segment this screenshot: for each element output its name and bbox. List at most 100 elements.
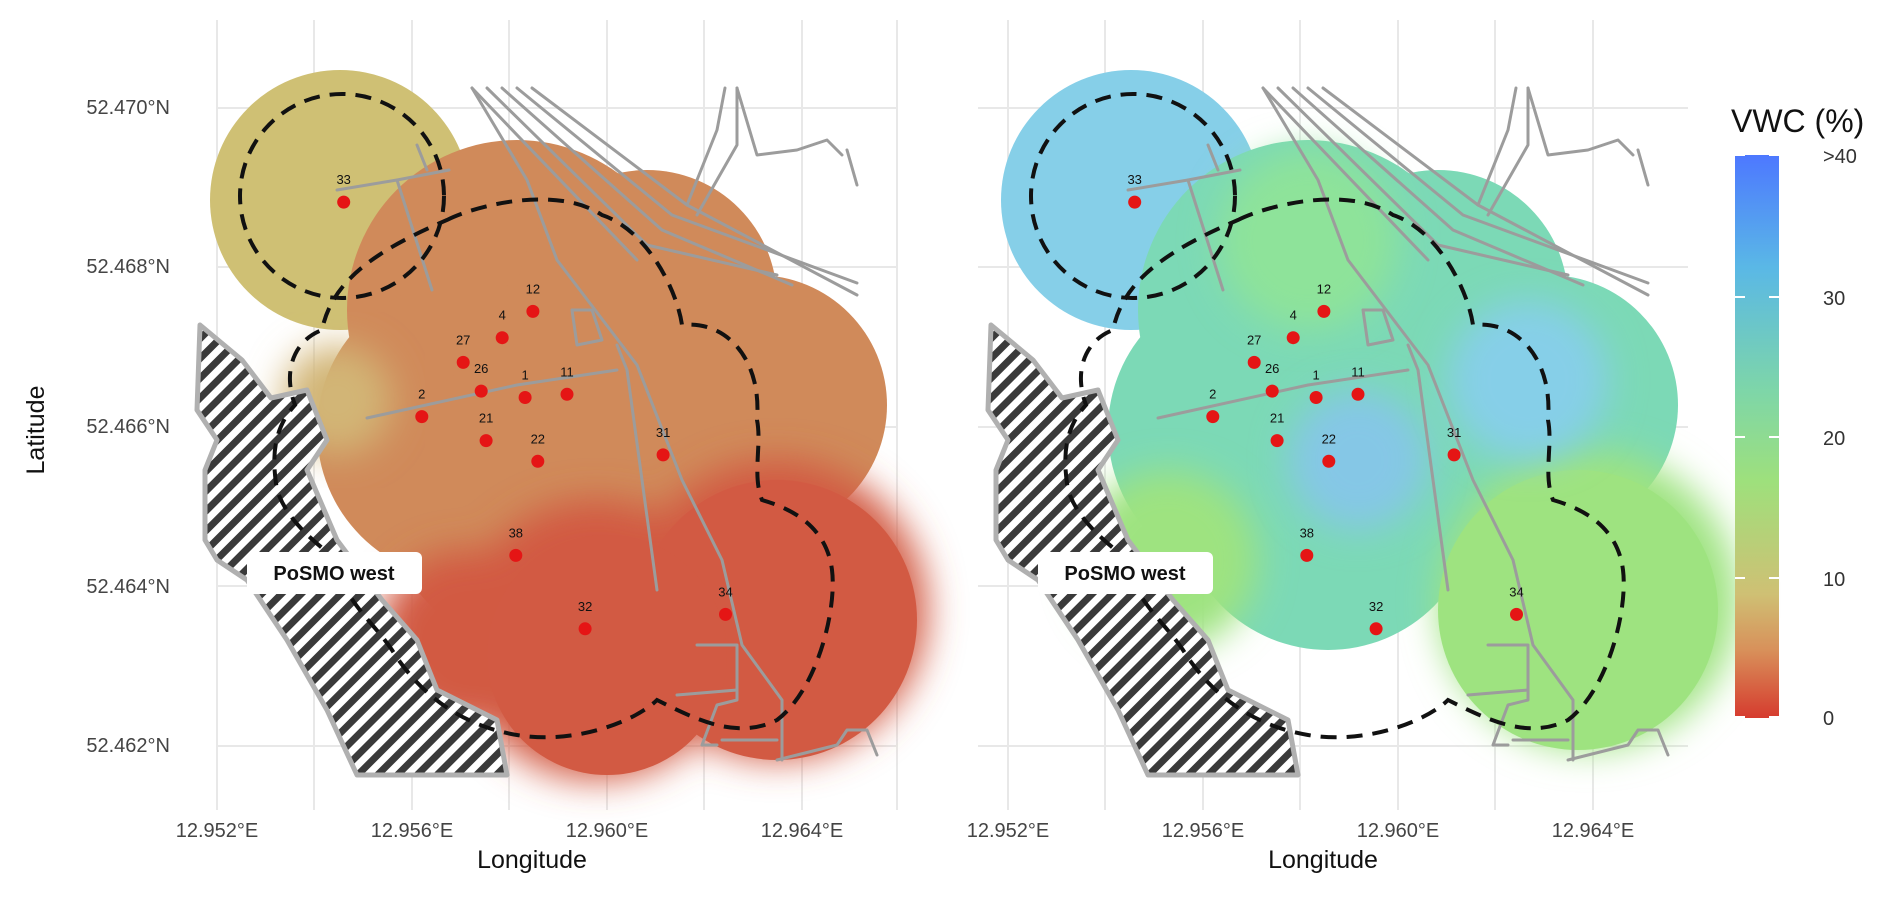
sensor-point-12: [1317, 304, 1331, 318]
roads: [1126, 86, 1670, 762]
sensor-point-11: [1351, 387, 1365, 401]
sensor-point-27: [1247, 355, 1261, 369]
sensor-point-1: [1309, 391, 1323, 404]
x-axis-title-left: Longitude: [477, 846, 587, 874]
sensor-label-4: 4: [499, 308, 506, 323]
sensor-label-1: 1: [521, 368, 528, 383]
sensor-label-2: 2: [1209, 387, 1216, 402]
lon-tick: 12.960°E: [566, 820, 649, 842]
lat-tick: 52.470°N: [86, 97, 170, 119]
buffer-boundaries: [1029, 92, 1626, 740]
sensor-point-32: [1369, 622, 1383, 636]
sensor-point-33: [1128, 195, 1142, 209]
legend-tick: 0: [1823, 708, 1834, 730]
legend-tick: 30: [1823, 288, 1845, 310]
sensor-point-21: [1270, 434, 1284, 448]
x-axis-title-right: Longitude: [1268, 846, 1378, 874]
sensor-label-27: 27: [456, 332, 470, 347]
sensor-label-2: 2: [418, 387, 425, 402]
sensor-point-26: [474, 384, 488, 398]
sensor-point-1: [518, 391, 532, 404]
lat-tick: 52.464°N: [86, 576, 170, 598]
sensor-label-33: 33: [1127, 172, 1141, 187]
sensor-point-33: [337, 195, 351, 209]
sensor-label-12: 12: [526, 281, 540, 296]
sensor-label-27: 27: [1247, 332, 1261, 347]
lon-tick: 12.956°E: [1162, 820, 1245, 842]
roads: [335, 86, 879, 762]
sensor-label-11: 11: [1351, 364, 1365, 379]
sensor-point-27: [456, 355, 470, 369]
sensor-label-21: 21: [1270, 411, 1284, 426]
sensor-label-4: 4: [1290, 308, 1297, 323]
buffer-boundaries: [238, 92, 835, 740]
hatched-area: [985, 322, 1301, 778]
sensor-point-31: [656, 448, 670, 462]
lon-tick: 12.964°E: [1552, 820, 1635, 842]
area-label: PoSMO west: [273, 563, 394, 585]
sensor-label-11: 11: [560, 364, 574, 379]
sensor-label-33: 33: [336, 172, 350, 187]
sensor-point-4: [495, 331, 509, 345]
y-axis-title: Latitude: [22, 386, 50, 475]
sensor-point-21: [479, 434, 493, 448]
vwc-surface: [1001, 70, 1738, 750]
longitude-ticks-right: 12.952°E 12.956°E 12.960°E 12.964°E: [967, 820, 1635, 842]
lat-tick: 52.468°N: [86, 256, 170, 278]
legend-tick: 20: [1823, 428, 1845, 450]
sensor-point-34: [1510, 607, 1523, 621]
sensor-label-32: 32: [1369, 599, 1383, 614]
lon-tick: 12.960°E: [1357, 820, 1440, 842]
legend-tick: 10: [1823, 569, 1845, 591]
sensor-point-32: [578, 622, 592, 636]
sensor-point-2: [415, 410, 429, 424]
sensor-label-34: 34: [718, 584, 732, 599]
sensor-point-11: [560, 387, 574, 401]
sensor-point-38: [509, 548, 523, 562]
longitude-ticks-left: 12.952°E 12.956°E 12.960°E 12.964°E: [176, 820, 844, 842]
lat-tick: 52.466°N: [86, 416, 170, 438]
wet-spot: [1288, 390, 1428, 530]
area-label-box: PoSMO west: [1038, 552, 1213, 594]
sensor-label-31: 31: [1447, 425, 1461, 440]
lon-tick: 12.956°E: [371, 820, 454, 842]
area-label: PoSMO west: [1064, 563, 1185, 585]
sensor-point-22: [531, 454, 545, 468]
sensor-point-4: [1286, 331, 1300, 345]
sensor-point-38: [1300, 548, 1314, 562]
sensor-label-38: 38: [509, 525, 523, 540]
lon-tick: 12.952°E: [176, 820, 259, 842]
sensor-label-1: 1: [1312, 368, 1319, 383]
sensor-label-12: 12: [1317, 281, 1331, 296]
sensor-point-12: [526, 304, 540, 318]
sensor-label-26: 26: [474, 361, 488, 376]
vwc-surface: [210, 70, 927, 780]
sensor-label-26: 26: [1265, 361, 1279, 376]
sensor-point-2: [1206, 410, 1220, 424]
sensor-label-21: 21: [479, 411, 493, 426]
sensor-point-34: [719, 607, 732, 621]
hatched-area: [194, 322, 510, 778]
legend-tick: >40: [1823, 146, 1857, 168]
lon-tick: 12.952°E: [967, 820, 1050, 842]
lat-tick: 52.462°N: [86, 735, 170, 757]
sensor-label-32: 32: [578, 599, 592, 614]
lon-tick: 12.964°E: [761, 820, 844, 842]
sensor-point-22: [1322, 454, 1336, 468]
color-legend: VWC (%) >40 30 20 10 0: [1731, 103, 1864, 730]
sensor-point-31: [1447, 448, 1461, 462]
sensor-label-31: 31: [656, 425, 670, 440]
sensor-point-26: [1265, 384, 1279, 398]
sensor-label-22: 22: [531, 431, 545, 446]
sensor-label-22: 22: [1322, 431, 1336, 446]
area-label-box: PoSMO west: [247, 552, 422, 594]
latitude-ticks: 52.470°N 52.468°N 52.466°N 52.464°N 52.4…: [86, 97, 170, 757]
sensor-label-38: 38: [1300, 525, 1314, 540]
sensor-label-34: 34: [1509, 584, 1523, 599]
legend-title: VWC (%): [1731, 103, 1864, 139]
